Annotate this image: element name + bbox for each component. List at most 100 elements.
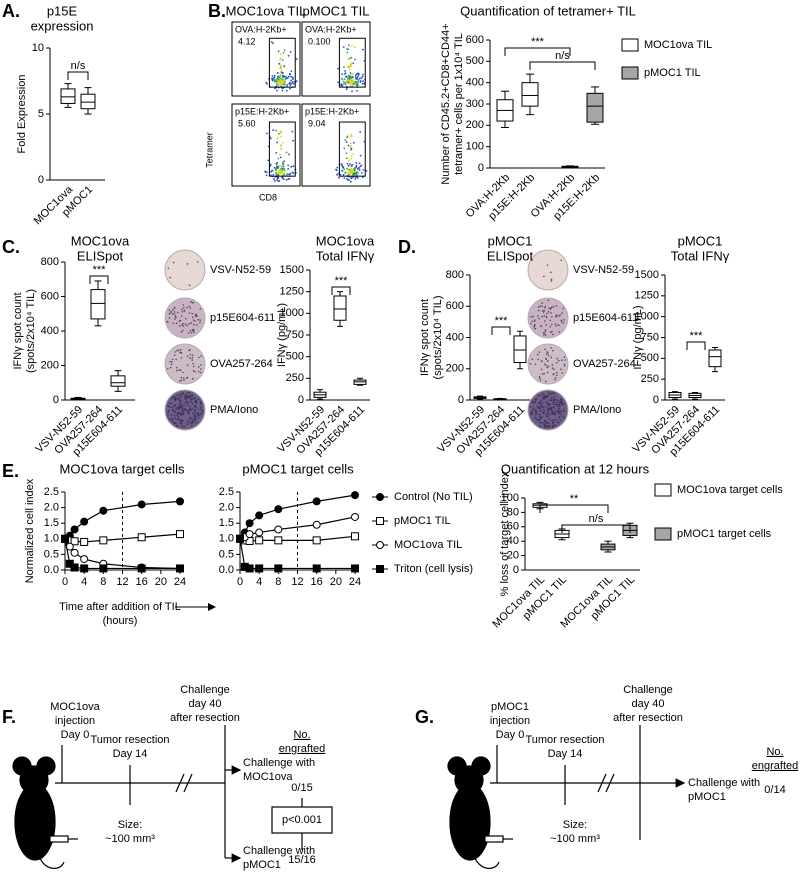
elispot-spot <box>171 358 174 361</box>
y-axis-label: (spots/2x10⁴ TIL) <box>25 289 37 373</box>
flow-event <box>350 167 353 170</box>
elispot-spot <box>534 417 537 419</box>
flow-event <box>342 80 345 83</box>
elispot-spot <box>177 413 179 416</box>
y-tick-label: 500 <box>286 351 304 363</box>
elispot-spot <box>548 399 550 401</box>
flow-event <box>351 79 354 82</box>
elispot-spot <box>186 404 189 406</box>
elispot-spot <box>189 329 192 332</box>
y-axis-label: Normalized cell index <box>24 478 36 583</box>
legend-label: pMOC1 TIL <box>394 515 451 527</box>
elispot-spot <box>191 395 193 398</box>
flow-event <box>341 84 344 87</box>
flow-event <box>266 132 268 135</box>
elispot-spot <box>551 367 554 369</box>
flow-event <box>350 62 352 65</box>
elispot-spot <box>180 308 183 311</box>
y-tick-label: 100 <box>501 492 519 504</box>
chart-title: Total IFNγ <box>316 248 375 263</box>
elispot-spot <box>543 423 546 426</box>
elispot-spot <box>180 402 183 405</box>
elispot-spot <box>549 325 552 328</box>
elispot-spot <box>550 307 552 310</box>
significance-bracket <box>539 504 609 513</box>
flow-event <box>353 83 355 85</box>
elispot-spot <box>173 312 176 315</box>
elispot-spot <box>546 422 549 424</box>
engrafted-header: engrafted <box>752 760 798 772</box>
elispot-spot <box>534 413 537 416</box>
elispot-spot <box>545 315 548 318</box>
elispot-spot <box>182 304 185 306</box>
elispot-spot <box>175 358 178 361</box>
elispot-spot <box>196 421 199 424</box>
flow-event <box>358 162 361 165</box>
flow-event <box>357 80 359 83</box>
y-tick-label: 600 <box>466 34 484 46</box>
elispot-spot <box>182 393 185 395</box>
flow-event <box>264 171 267 174</box>
elispot-spot <box>188 411 190 414</box>
elispot-well <box>527 297 569 339</box>
elispot-spot <box>551 392 554 394</box>
elispot-label: VSV-N52-59 <box>210 264 271 276</box>
elispot-spot <box>537 406 539 409</box>
elispot-spot <box>176 366 178 369</box>
elispot-spot <box>550 396 553 399</box>
elispot-spot <box>538 317 540 320</box>
elispot-spot <box>534 401 537 403</box>
data-point <box>80 564 89 573</box>
data-point <box>70 563 79 572</box>
elispot-spot <box>540 368 543 371</box>
flow-event <box>337 81 340 84</box>
flow-event <box>341 78 343 80</box>
data-point <box>312 497 321 506</box>
elispot-spot <box>553 401 555 403</box>
elispot-spot <box>542 332 545 334</box>
flow-event <box>282 76 285 79</box>
flow-event <box>360 164 363 167</box>
elispot-spot <box>170 406 173 409</box>
box <box>521 82 539 107</box>
elispot-spot <box>552 373 555 376</box>
elispot-spot <box>544 348 546 351</box>
data-point <box>137 533 146 542</box>
box <box>90 289 106 320</box>
flow-event <box>352 62 355 65</box>
elispot-spot <box>545 396 548 399</box>
elispot-spot <box>176 311 179 314</box>
flow-event <box>348 172 351 175</box>
elispot-spot <box>181 420 184 423</box>
elispot-spot <box>194 418 197 421</box>
elispot-spot <box>552 396 555 399</box>
elispot-spot <box>555 374 558 377</box>
elispot-spot <box>561 415 564 417</box>
resection-label: Day 14 <box>113 748 148 760</box>
flow-event <box>344 81 347 84</box>
elispot-spot <box>554 410 557 412</box>
elispot-spot <box>192 319 195 321</box>
flow-event <box>288 173 291 176</box>
data-point <box>176 497 184 506</box>
elispot-spot <box>537 309 540 312</box>
size-label: Size: <box>563 819 587 831</box>
flow-event <box>282 141 284 144</box>
elispot-spot <box>539 305 542 307</box>
elispot-spot <box>539 407 542 409</box>
flow-event <box>287 75 290 78</box>
elispot-spot <box>542 402 544 404</box>
elispot-spot <box>194 419 196 422</box>
elispot-spot <box>551 419 553 422</box>
schematic-f-shapes <box>12 725 333 869</box>
data-point <box>351 491 359 500</box>
elispot-spot <box>196 413 199 416</box>
gate-label: p15E:H-2Kb+ <box>305 106 359 116</box>
flow-event <box>356 89 358 92</box>
legend-swatch <box>654 483 672 497</box>
elispot-well <box>164 343 206 385</box>
flow-event <box>350 83 353 86</box>
elispot-spot <box>188 421 191 424</box>
elispot-spot <box>186 420 189 422</box>
flow-event <box>336 173 339 176</box>
